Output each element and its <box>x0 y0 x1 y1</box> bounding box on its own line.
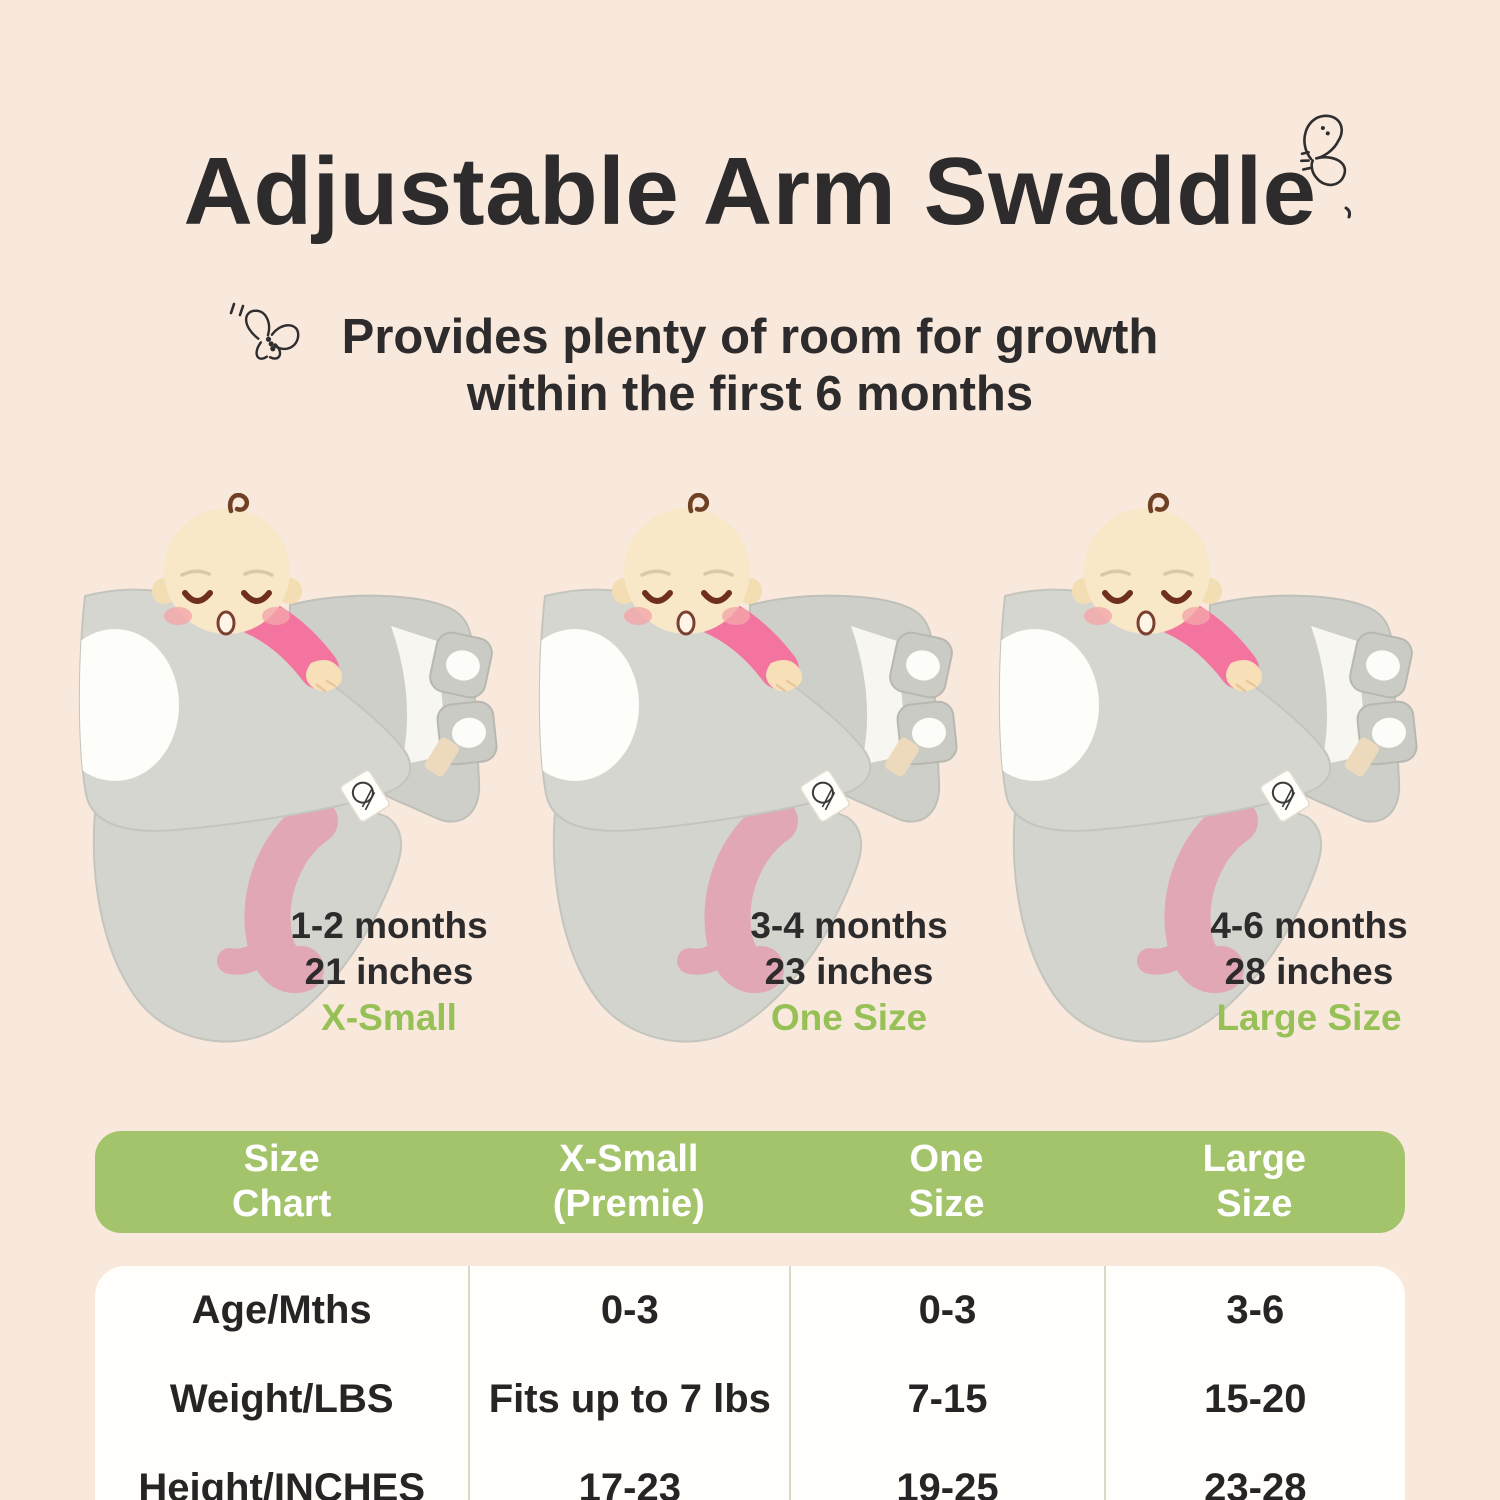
subtitle-line-2: within the first 6 months <box>466 366 1034 421</box>
size-age: 4-6 months <box>1210 904 1408 946</box>
size-label: 3-4 months 23 inches One Size <box>729 903 969 1041</box>
size-age: 1-2 months <box>290 904 488 946</box>
size-card: 4-6 months 28 inches Large Size <box>985 493 1435 1053</box>
size-name: X-Small <box>321 996 457 1038</box>
size-chart-header: Size Chart X-Small (Premie) One Size Lar… <box>95 1130 1405 1233</box>
table-cell: 17-23 <box>468 1444 789 1500</box>
subtitle-line-1: Provides plenty of room for growth <box>341 309 1159 364</box>
size-name: Large Size <box>1216 996 1402 1038</box>
size-chart-column-header: Large Size <box>1202 1137 1307 1225</box>
row-label: Weight/LBS <box>169 1377 394 1422</box>
table-cell: Fits up to 7 lbs <box>468 1354 789 1445</box>
size-length: 21 inches <box>304 950 474 992</box>
size-chart-table: Age/Mths 0-3 0-3 3-6 Weight/LBS Fits up … <box>95 1265 1405 1500</box>
table-cell: 19-25 <box>789 1444 1103 1500</box>
table-cell: 15-20 <box>1103 1354 1405 1445</box>
butterfly-doodle-icon <box>1300 114 1352 219</box>
table-cell: 0-3 <box>468 1265 789 1355</box>
size-chart-column-header: Size Chart <box>232 1137 332 1225</box>
table-cell: 3-6 <box>1103 1265 1405 1355</box>
size-length: 28 inches <box>1224 950 1394 992</box>
size-length: 23 inches <box>764 950 934 992</box>
butterfly-doodle-icon <box>229 303 300 361</box>
size-cards-row: 1-2 months 21 inches X-Small 3-4 months … <box>0 493 1500 1053</box>
size-card: 3-4 months 23 inches One Size <box>525 493 975 1053</box>
page-title: Adjustable Arm Swaddle <box>183 138 1317 246</box>
size-age: 3-4 months <box>750 904 948 946</box>
size-label: 4-6 months 28 inches Large Size <box>1189 903 1429 1041</box>
table-cell: 7-15 <box>789 1354 1103 1445</box>
size-label: 1-2 months 21 inches X-Small <box>269 903 509 1041</box>
table-cell: 23-28 <box>1103 1444 1405 1500</box>
header: Adjustable Arm Swaddle Provides plenty o… <box>0 64 1500 422</box>
table-cell: 0-3 <box>789 1265 1103 1355</box>
size-chart-column-header: X-Small (Premie) <box>552 1137 705 1225</box>
size-name: One Size <box>770 996 928 1038</box>
row-label: Age/Mths <box>191 1287 372 1332</box>
size-card: 1-2 months 21 inches X-Small <box>65 493 515 1053</box>
size-chart-column-header: One Size <box>908 1137 985 1225</box>
row-label: Height/INCHES <box>138 1466 426 1500</box>
page-subtitle: Provides plenty of room for growth withi… <box>0 309 1500 423</box>
